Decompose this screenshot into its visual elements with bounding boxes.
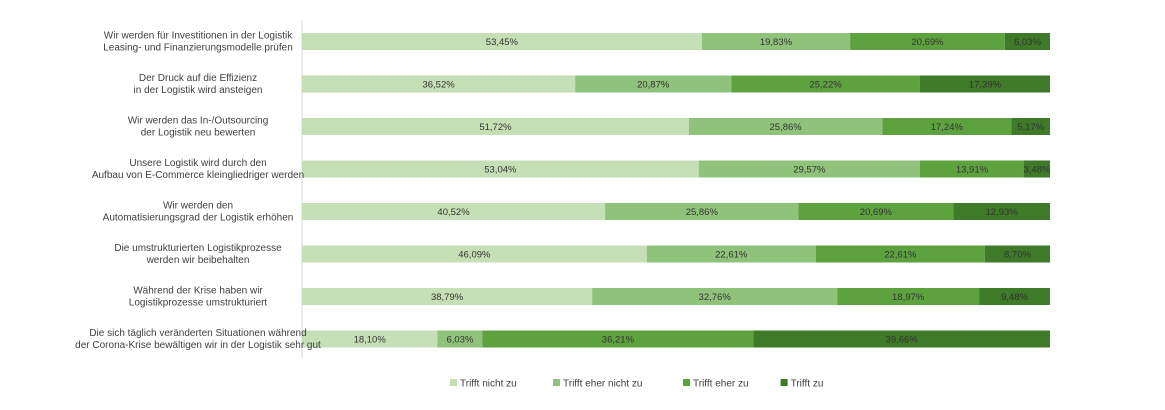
category-label: Wir werden für Investitionen in der Logi… — [104, 31, 293, 42]
category-label: in der Logistik wird ansteigen — [134, 85, 263, 96]
bar-segment — [688, 118, 883, 135]
bar-segment — [731, 75, 920, 93]
bar-segment — [815, 245, 985, 263]
data-label: 36,21% — [602, 335, 635, 346]
legend-label: Trifft eher zu — [693, 379, 749, 390]
bar-segment — [701, 33, 851, 50]
bar-segment — [837, 288, 980, 305]
legend-swatch — [450, 379, 457, 386]
data-label: 25,86% — [770, 122, 803, 133]
data-label: 18,97% — [892, 292, 925, 303]
category-label: Die sich täglich veränderten Situationen… — [89, 328, 306, 339]
data-label: 6,03% — [1014, 37, 1041, 48]
data-label: 6,03% — [446, 335, 473, 346]
data-label: 18,10% — [354, 335, 387, 346]
legend: Trifft nicht zu Trifft eher nicht zu Triff… — [450, 379, 823, 390]
data-label: 25,22% — [809, 80, 842, 91]
bar-segment — [919, 160, 1024, 178]
bar-segment — [302, 288, 593, 305]
data-label: 53,45% — [486, 37, 519, 48]
category-label: Wir werden das In-/Outsourcing — [128, 116, 269, 127]
data-label: 17,24% — [931, 122, 964, 133]
legend-swatch — [553, 379, 560, 386]
data-label: 3,48% — [1024, 165, 1051, 176]
data-label: 9,48% — [1001, 292, 1028, 303]
data-label: 53,04% — [484, 165, 517, 176]
category-label: Die umstrukturierten Logistikprozesse — [114, 243, 282, 254]
data-label: 40,52% — [437, 207, 470, 218]
category-labels: Wir werden für Investitionen in der Logi… — [75, 31, 321, 352]
bar-segment — [798, 203, 954, 220]
category-label: werden wir beibehalten — [146, 255, 250, 266]
bar-segment — [984, 245, 1050, 263]
bar-segment — [302, 33, 702, 50]
bar-segment — [698, 160, 920, 178]
bar-segment — [753, 330, 1050, 348]
category-label: der Logistik neu bewerten — [141, 128, 256, 139]
data-label: 17,39% — [969, 80, 1002, 91]
category-label: Aufbau von E-Commerce kleingliedriger we… — [92, 170, 304, 181]
data-label: 36,52% — [422, 80, 455, 91]
bar-segment — [1004, 33, 1050, 50]
data-label: 20,87% — [637, 80, 670, 91]
legend-label: Trifft eher nicht zu — [563, 379, 642, 390]
data-label: 20,69% — [911, 37, 944, 48]
legend-label: Trifft nicht zu — [460, 379, 517, 390]
bar-segment — [302, 118, 689, 135]
bar-segment — [302, 245, 647, 263]
legend-label: Trifft zu — [791, 379, 824, 390]
bar-segment — [302, 203, 606, 220]
bar-segment — [953, 203, 1050, 220]
data-label: 20,69% — [860, 207, 893, 218]
data-label: 25,86% — [686, 207, 719, 218]
data-label: 46,09% — [458, 250, 491, 261]
category-label: Automatisierungsgrad der Logistik erhöhe… — [103, 213, 294, 224]
data-label: 5,17% — [1017, 122, 1044, 133]
legend-swatch — [683, 379, 690, 386]
legend-swatch — [780, 379, 788, 386]
bar-segment — [302, 75, 576, 93]
bar-segment — [882, 118, 1012, 135]
data-label: 29,57% — [793, 165, 826, 176]
bar-segment — [646, 245, 816, 263]
bar-segment — [1011, 118, 1050, 135]
bar-segment — [1023, 160, 1050, 178]
category-label: Leasing- und Finanzierungsmodelle prüfen — [103, 43, 293, 54]
data-label: 19,83% — [760, 37, 793, 48]
bar-segment — [482, 330, 754, 348]
data-label: 8,70% — [1004, 250, 1031, 261]
bars-group: 53,45% 19,83% 20,69% 6,03% 36,52% 20,87% 25,22… — [302, 33, 1051, 348]
bar-segment — [302, 160, 699, 178]
bar-segment — [979, 288, 1050, 305]
bar-segment — [592, 288, 838, 305]
bar-segment — [919, 75, 1050, 93]
data-label: 12,93% — [986, 207, 1019, 218]
data-label: 32,76% — [699, 292, 732, 303]
data-label: 13,91% — [956, 165, 989, 176]
bar-segment — [605, 203, 799, 220]
bar-segment — [437, 330, 483, 348]
bar-segment — [575, 75, 732, 93]
bar-segment — [850, 33, 1005, 50]
category-label: Wir werden den — [163, 201, 233, 212]
data-label: 39,66% — [886, 335, 919, 346]
data-label: 38,79% — [431, 292, 464, 303]
category-label: der Corona-Krise bewältigen wir in der L… — [75, 340, 321, 351]
category-label: Der Druck auf die Effizienz — [139, 73, 257, 84]
category-label: Während der Krise haben wir — [133, 286, 263, 297]
bar-segment — [302, 330, 438, 348]
data-label: 22,61% — [884, 250, 917, 261]
data-label: 51,72% — [479, 122, 512, 133]
data-label: 22,61% — [715, 250, 748, 261]
category-label: Unsere Logistik wird durch den — [129, 158, 266, 169]
category-label: Logistikprozesse umstrukturiert — [129, 298, 268, 309]
